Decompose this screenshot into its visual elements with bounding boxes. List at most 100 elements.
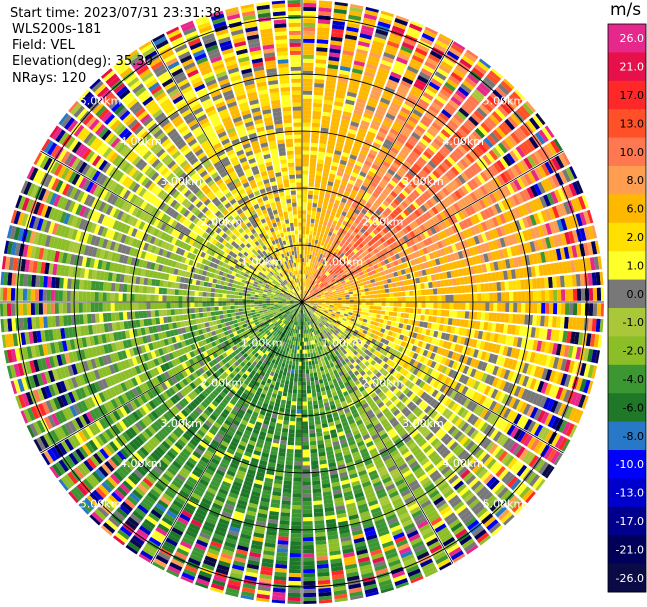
range-gate [500, 80, 513, 93]
range-gate [373, 306, 378, 310]
range-gate [312, 110, 322, 116]
range-gate [291, 509, 302, 514]
range-gate [292, 505, 302, 510]
range-gate [505, 197, 513, 209]
range-gate [404, 99, 415, 109]
range-gate [292, 389, 298, 394]
range-gate [360, 184, 368, 192]
range-gate [335, 89, 346, 96]
range-gate [327, 281, 333, 285]
range-gate [314, 380, 320, 385]
range-gate [314, 516, 324, 522]
range-gate [415, 218, 423, 226]
range-gate [285, 359, 290, 365]
range-gate [423, 178, 432, 187]
range-gate [489, 292, 494, 302]
range-gate [329, 48, 341, 54]
range-gate [424, 88, 436, 98]
range-gate [523, 157, 533, 170]
range-gate [388, 250, 395, 257]
range-gate [309, 297, 314, 300]
range-gate [385, 44, 399, 53]
range-gate [486, 166, 496, 178]
range-gate [291, 405, 297, 410]
range-gate [440, 287, 446, 295]
range-gate [314, 223, 319, 228]
range-gate [333, 12, 347, 19]
range-gate [369, 123, 380, 131]
range-gate [442, 57, 456, 68]
range-gate [478, 82, 491, 94]
range-gate [315, 264, 319, 270]
range-gate [284, 363, 289, 369]
range-gate [439, 88, 452, 99]
range-gate [320, 284, 325, 288]
range-gate [384, 138, 394, 147]
range-gate [281, 504, 291, 510]
range-gate [308, 258, 311, 263]
range-gate [512, 313, 518, 324]
range-gate [303, 600, 317, 604]
range-gate [310, 222, 315, 228]
range-gate [522, 102, 534, 116]
range-gate [474, 127, 486, 139]
range-gate [322, 204, 328, 210]
range-gate [365, 302, 370, 306]
range-gate [360, 120, 370, 127]
range-gate [361, 298, 366, 302]
range-gate [339, 241, 344, 247]
range-gate [504, 137, 515, 149]
range-gate [308, 409, 314, 414]
range-gate [556, 289, 562, 301]
range-gate [348, 14, 362, 21]
range-gate [308, 361, 312, 366]
range-gate [392, 209, 400, 217]
range-gate [495, 126, 506, 138]
range-gate [406, 65, 419, 75]
range-gate [400, 286, 406, 292]
range-gate [293, 385, 298, 390]
range-gate [314, 78, 325, 84]
range-gate [360, 227, 366, 234]
range-gate [375, 318, 380, 323]
range-gate [509, 166, 520, 178]
range-gate [360, 266, 366, 271]
range-gate [304, 290, 306, 295]
range-gate [302, 86, 313, 91]
range-gate [459, 58, 473, 69]
range-gate [433, 138, 443, 148]
range-gate [345, 231, 351, 238]
range-gate [320, 212, 326, 218]
range-gate [321, 279, 326, 284]
range-gate [328, 269, 333, 274]
range-gate [501, 199, 510, 211]
range-gate [344, 246, 350, 252]
range-gate [378, 223, 385, 230]
range-gate [288, 580, 301, 586]
range-gate [307, 349, 310, 354]
range-gate [377, 298, 382, 302]
range-gate [457, 210, 466, 220]
range-gate [357, 94, 368, 101]
range-gate [302, 445, 310, 450]
range-gate [306, 226, 310, 231]
range-gate [306, 218, 311, 223]
range-gate [537, 165, 547, 178]
range-gate [486, 116, 497, 128]
range-gate [468, 205, 476, 215]
range-gate [292, 361, 296, 366]
range-gate [406, 138, 417, 147]
range-gate [516, 280, 522, 290]
range-gate [348, 291, 354, 295]
range-gate [415, 159, 425, 169]
range-gate [461, 294, 466, 302]
range-gate [436, 67, 449, 78]
range-gate [388, 75, 400, 83]
range-gate [378, 101, 389, 109]
range-gate [500, 281, 506, 291]
range-gate [310, 259, 314, 264]
range-gate [311, 460, 319, 466]
range-gate [329, 173, 336, 179]
range-gate [307, 274, 310, 279]
range-gate [353, 109, 363, 116]
